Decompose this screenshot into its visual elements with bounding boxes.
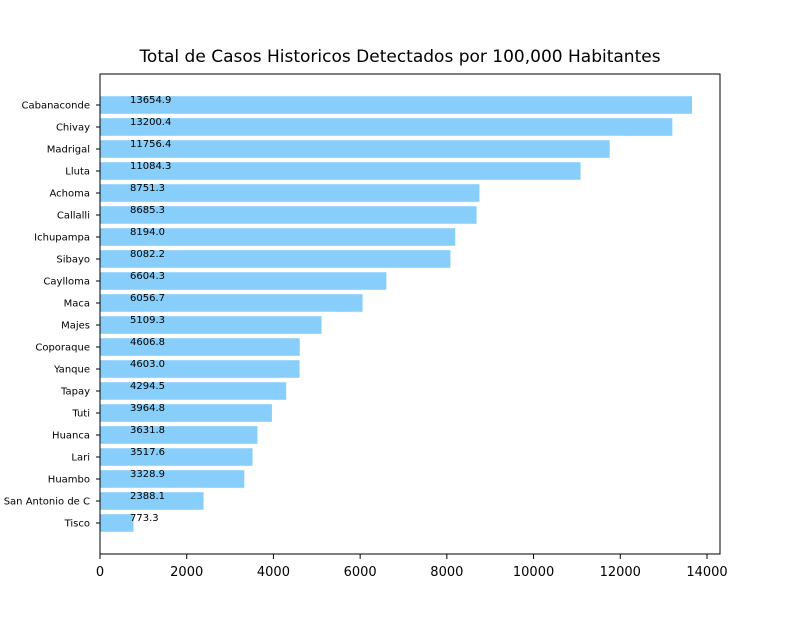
y-axis: Cabanaconde Chivay Madrigal Lluta Achoma Call… bbox=[4, 101, 100, 530]
bars-group bbox=[100, 96, 693, 532]
data-label: 11756.4 bbox=[130, 139, 171, 150]
data-label: 8082.2 bbox=[130, 249, 165, 260]
y-tick-label: Coporaque bbox=[35, 343, 90, 354]
bar-ichupampa bbox=[100, 228, 456, 246]
x-tick-label: 10000 bbox=[513, 565, 554, 580]
data-label: 6604.3 bbox=[130, 271, 165, 282]
y-tick-label: Callalli bbox=[57, 211, 90, 222]
y-tick-label: Chivay bbox=[56, 123, 90, 134]
bar-yanque bbox=[100, 360, 300, 378]
x-tick-label: 12000 bbox=[600, 565, 641, 580]
y-tick-label: Ichupampa bbox=[34, 233, 90, 244]
bar-huanca bbox=[100, 426, 258, 444]
y-tick-label: Madrigal bbox=[47, 145, 90, 156]
bar-madrigal bbox=[100, 140, 610, 158]
y-tick-label: Maca bbox=[64, 299, 90, 310]
data-label: 4603.0 bbox=[130, 359, 165, 370]
y-tick-label: Majes bbox=[61, 321, 90, 332]
x-tick-label: 2000 bbox=[170, 565, 203, 580]
bar-san-antonio-de-c bbox=[100, 492, 204, 510]
y-tick-label: Tuti bbox=[71, 409, 90, 420]
y-tick-label: San Antonio de C bbox=[4, 497, 90, 508]
data-label: 4294.5 bbox=[130, 381, 165, 392]
bar-majes bbox=[100, 316, 322, 334]
data-label: 4606.8 bbox=[130, 337, 165, 348]
y-tick-label: Tapay bbox=[60, 387, 90, 398]
bar-huambo bbox=[100, 470, 245, 488]
bar-coporaque bbox=[100, 338, 300, 356]
y-tick-label: Achoma bbox=[50, 189, 91, 200]
data-label: 13200.4 bbox=[130, 117, 171, 128]
y-tick-label: Sibayo bbox=[56, 255, 90, 266]
x-tick-label: 0 bbox=[96, 565, 104, 580]
bar-tuti bbox=[100, 404, 272, 422]
data-label: 2388.1 bbox=[130, 491, 165, 502]
y-tick-label: Lari bbox=[71, 453, 90, 464]
y-tick-label: Huambo bbox=[48, 475, 90, 486]
y-tick-label: Huanca bbox=[52, 431, 90, 442]
data-labels-group: 13654.9 13200.4 11756.4 11084.3 8751.3 8685.3… bbox=[130, 95, 171, 524]
chart-title: Total de Casos Historicos Detectados por… bbox=[138, 47, 660, 67]
plot-frame bbox=[99, 73, 721, 555]
bar-maca bbox=[100, 294, 363, 312]
y-tick-label: Lluta bbox=[65, 167, 90, 178]
data-label: 13654.9 bbox=[130, 95, 171, 106]
data-label: 11084.3 bbox=[130, 161, 171, 172]
data-label: 5109.3 bbox=[130, 315, 165, 326]
bar-caylloma bbox=[100, 272, 387, 290]
x-tick-label: 6000 bbox=[344, 565, 377, 580]
y-tick-label: Yanque bbox=[53, 365, 90, 376]
x-tick-label: 14000 bbox=[686, 565, 727, 580]
data-label: 6056.7 bbox=[130, 293, 165, 304]
bar-tisco bbox=[100, 514, 134, 532]
bar-lluta bbox=[100, 162, 581, 180]
bar-achoma bbox=[100, 184, 480, 202]
data-label: 3517.6 bbox=[130, 447, 165, 458]
bar-sibayo bbox=[100, 250, 451, 268]
bar-callalli bbox=[100, 206, 477, 224]
data-label: 8685.3 bbox=[130, 205, 165, 216]
x-axis: 0 2000 4000 6000 8000 10000 12000 14000 bbox=[96, 554, 728, 580]
x-tick-label: 4000 bbox=[257, 565, 290, 580]
bar-lari bbox=[100, 448, 253, 466]
data-label: 8751.3 bbox=[130, 183, 165, 194]
bar-tapay bbox=[100, 382, 287, 400]
bar-cabanaconde bbox=[100, 96, 693, 114]
bar-chivay bbox=[100, 118, 673, 136]
data-label: 3964.8 bbox=[130, 403, 165, 414]
x-tick-label: 8000 bbox=[430, 565, 463, 580]
data-label: 773.3 bbox=[130, 513, 159, 524]
y-tick-label: Tisco bbox=[64, 519, 90, 530]
y-tick-label: Caylloma bbox=[43, 277, 90, 288]
y-tick-label: Cabanaconde bbox=[21, 101, 90, 112]
data-label: 3328.9 bbox=[130, 469, 165, 480]
data-label: 3631.8 bbox=[130, 425, 165, 436]
data-label: 8194.0 bbox=[130, 227, 165, 238]
